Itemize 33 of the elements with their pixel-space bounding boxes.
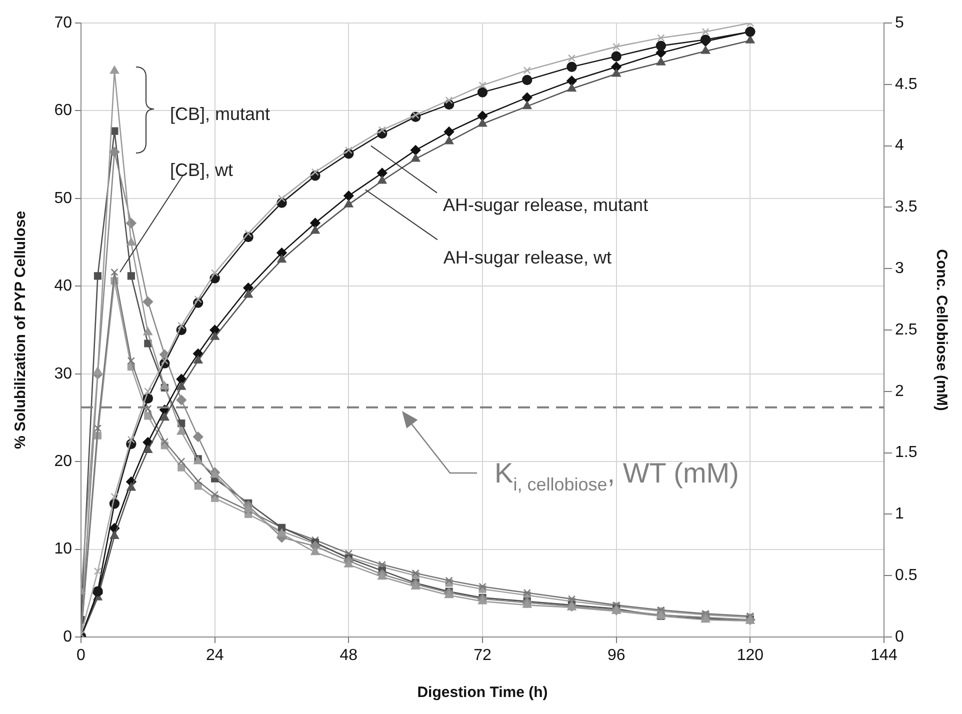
y2-tick-label: 1 — [895, 506, 904, 523]
y2-tick-label: 4 — [895, 137, 904, 154]
x-tick-label: 144 — [870, 647, 898, 664]
y2-tick-label: 3 — [895, 260, 904, 278]
y-tick-label: 30 — [54, 365, 72, 382]
annotation: AH-sugar release, wt — [443, 248, 612, 268]
y-tick-label: 60 — [54, 102, 72, 120]
y-axis-title: % Solubilization of PYP Cellulose — [12, 210, 30, 450]
y-tick-label: 20 — [54, 452, 72, 470]
x-axis-title: Digestion Time (h) — [417, 684, 548, 702]
y2-tick-label: 3.5 — [895, 198, 918, 216]
x-tick-label: 0 — [76, 647, 86, 664]
y-tick-label: 10 — [54, 540, 72, 558]
x-tick-label: 96 — [607, 647, 626, 664]
y-tick-label: 40 — [54, 278, 72, 295]
x-tick-label: 24 — [206, 647, 224, 664]
y2-tick-label: 0 — [895, 628, 904, 646]
x-tick-label: 120 — [736, 647, 764, 664]
y-tick-label: 70 — [54, 14, 72, 32]
annotation: [CB], mutant — [170, 104, 270, 124]
y2-tick-label: 2 — [895, 382, 904, 400]
y2-tick-label: 0.5 — [895, 567, 918, 584]
annotation: AH-sugar release, mutant — [442, 194, 648, 215]
y2-tick-label: 4.5 — [895, 76, 918, 93]
y2-axis-title: Conc. Cellobiose (mM) — [932, 249, 950, 411]
annotation: [CB], wt — [170, 160, 234, 180]
y2-tick-label: 1.5 — [895, 444, 918, 462]
x-tick-label: 72 — [474, 647, 492, 664]
y2-tick-label: 5 — [895, 14, 904, 32]
y-tick-label: 50 — [54, 190, 72, 207]
y-tick-label: 0 — [63, 628, 72, 646]
x-tick-label: 48 — [340, 647, 358, 664]
y2-tick-label: 2.5 — [895, 321, 918, 338]
